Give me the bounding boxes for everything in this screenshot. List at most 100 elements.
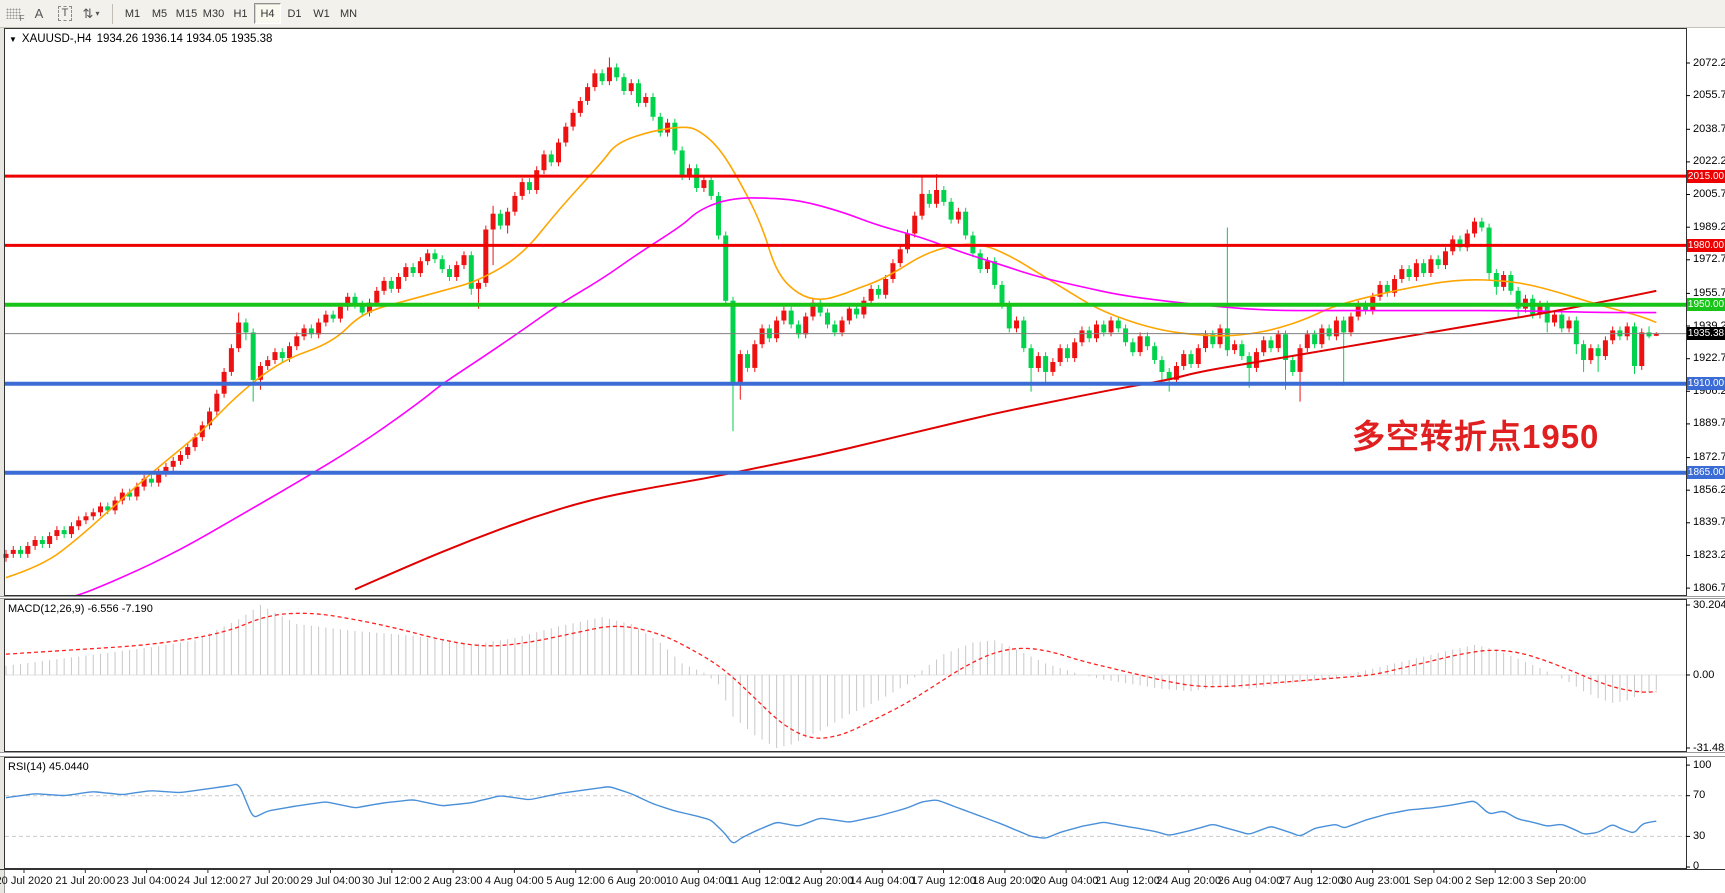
candle-body	[1646, 332, 1652, 337]
candle-body	[1413, 263, 1419, 277]
candle-body	[1392, 279, 1398, 293]
candle-body	[54, 530, 60, 536]
candle-body	[374, 290, 380, 303]
macd-label: MACD(12,26,9) -6.556 -7.190	[8, 603, 153, 615]
timeframe-button-m1[interactable]: M1	[119, 3, 146, 24]
price-tick-label: 1806.70	[1693, 581, 1725, 594]
candle-body	[1297, 348, 1303, 372]
price-tick-label: 2072.20	[1693, 56, 1725, 69]
candle-body	[1341, 320, 1347, 333]
symbol-dropdown-icon[interactable]: ▼	[9, 34, 17, 44]
panel-separator[interactable]	[0, 752, 1725, 757]
candle-body	[1304, 334, 1310, 349]
candle-body	[672, 122, 678, 151]
candle-body	[454, 265, 460, 277]
candle-body	[737, 354, 743, 384]
candle-body	[207, 411, 213, 426]
candle-body	[628, 83, 634, 92]
candle-body	[32, 540, 38, 546]
macd-panel-canvas[interactable]	[0, 599, 1725, 752]
hline-price-tag: 2015.00	[1687, 169, 1725, 183]
timeframe-button-mn[interactable]: MN	[335, 3, 362, 24]
candle-body	[825, 312, 831, 325]
ma-mid-line	[72, 197, 1657, 596]
candle-body	[730, 300, 736, 384]
timeframe-button-m5[interactable]: M5	[146, 3, 173, 24]
chart-annotation-text[interactable]: 多空转折点1950	[1352, 418, 1600, 455]
timeframe-button-d1[interactable]: D1	[281, 3, 308, 24]
candle-body	[214, 393, 220, 412]
price-tick-label: 1955.70	[1693, 286, 1725, 299]
chart-window: ▼ XAUUSD-,H4 1934.26 1936.14 1934.05 193…	[0, 28, 1725, 893]
rsi-axis-label: 70	[1693, 789, 1706, 802]
candle-body	[83, 516, 89, 521]
candle-body	[1515, 290, 1521, 309]
candle-body	[1631, 326, 1637, 366]
rsi-panel-canvas[interactable]	[0, 757, 1725, 869]
candle-body	[18, 549, 24, 554]
candle-body	[134, 486, 140, 497]
candle-body	[868, 288, 874, 301]
price-tick-label: 2022.20	[1693, 155, 1725, 168]
candle-body	[774, 320, 780, 339]
candle-body	[832, 324, 838, 333]
timeframe-button-m30[interactable]: M30	[200, 3, 227, 24]
candle-body	[635, 83, 641, 103]
time-tick-label: 11 Aug 12:00	[727, 875, 792, 887]
candle-body	[1362, 304, 1368, 311]
candle-body	[897, 249, 903, 264]
candle-body	[1639, 332, 1645, 366]
candle-body	[1544, 304, 1550, 323]
candle-body	[497, 213, 503, 226]
candle-body	[505, 211, 511, 226]
candle-body	[992, 261, 998, 285]
hline-price-tag: 1980.00	[1687, 238, 1725, 252]
candle-body	[1123, 328, 1129, 343]
candle-body	[345, 296, 351, 307]
candle-body	[795, 324, 801, 335]
candle-body	[1253, 352, 1259, 368]
candle-body	[606, 67, 612, 82]
dropdown-caret-icon[interactable]: ▾	[95, 9, 100, 18]
time-tick-label: 3 Sep 20:00	[1526, 875, 1587, 887]
candle-body	[585, 87, 591, 101]
candle-body	[1210, 334, 1216, 345]
candle-body	[563, 126, 569, 143]
main-chart-canvas[interactable]	[0, 28, 1725, 596]
candle-body	[1479, 221, 1485, 228]
rsi-axis-label: 100	[1693, 758, 1712, 771]
candle-body	[963, 211, 969, 236]
candle-body	[1348, 316, 1354, 333]
rsi-axis-label: 0	[1693, 860, 1700, 873]
chart-shift-icon[interactable]: F	[2, 4, 25, 24]
candle-body	[1464, 233, 1470, 248]
time-tick-label: 21 Jul 20:00	[55, 875, 116, 887]
candle-body	[417, 261, 423, 274]
timeframe-button-h4[interactable]: H4	[254, 3, 281, 24]
candle-body	[745, 354, 751, 368]
text-a-icon[interactable]: A	[34, 6, 44, 21]
timeframe-button-m15[interactable]: M15	[173, 3, 200, 24]
candle-body	[519, 182, 525, 196]
candle-body	[1610, 330, 1616, 341]
candle-body	[483, 229, 489, 283]
time-axis-canvas[interactable]	[0, 869, 1725, 893]
candle-body	[1573, 320, 1579, 345]
candle-body	[861, 300, 867, 315]
timeframe-button-h1[interactable]: H1	[227, 3, 254, 24]
candle-body	[614, 67, 620, 78]
candle-body	[1203, 334, 1209, 349]
candle-body	[512, 195, 518, 212]
candle-body	[141, 478, 147, 487]
arrows-tool-icon[interactable]: ⇅ ▾	[82, 5, 100, 21]
candle-body	[1137, 336, 1143, 353]
candle-body	[1275, 334, 1281, 349]
candle-body	[308, 328, 314, 335]
hline-price-tag: 1910.00	[1687, 377, 1725, 391]
rsi-axis-label: 30	[1693, 829, 1706, 842]
candle-body	[1195, 348, 1201, 364]
panel-separator[interactable]	[0, 596, 1725, 599]
text-label-icon[interactable]: T	[54, 4, 76, 24]
candle-body	[570, 112, 576, 127]
timeframe-button-w1[interactable]: W1	[308, 3, 335, 24]
